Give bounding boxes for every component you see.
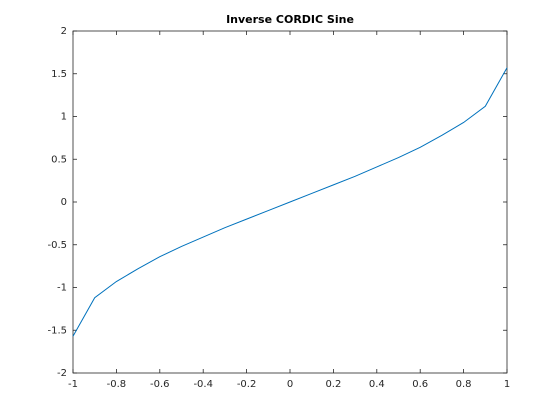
y-tick-label: 0 <box>61 197 67 208</box>
x-tick-label: -0.2 <box>237 379 257 390</box>
x-tick-label: -0.8 <box>107 379 127 390</box>
x-tick-label: -0.6 <box>150 379 170 390</box>
x-tick-label: 0 <box>287 379 293 390</box>
x-tick-label: -0.4 <box>193 379 213 390</box>
x-tick-label: 0.8 <box>456 379 472 390</box>
y-tick-label: 0.5 <box>51 154 67 165</box>
x-tick-label: 0.2 <box>325 379 341 390</box>
x-tick-label: -1 <box>68 379 78 390</box>
y-tick-label: -1 <box>57 283 67 294</box>
data-line <box>72 67 508 337</box>
x-tick-label: 1 <box>504 379 510 390</box>
x-tick-label: 0.6 <box>412 379 428 390</box>
y-tick-label: -2 <box>57 368 67 379</box>
y-tick-label: -1.5 <box>47 325 67 336</box>
x-tick-label: 0.4 <box>369 379 385 390</box>
y-tick-label: 1 <box>61 112 67 123</box>
chart-title: Inverse CORDIC Sine <box>226 13 354 26</box>
y-tick-label: -0.5 <box>47 240 67 251</box>
y-tick-label: 1.5 <box>51 69 67 80</box>
y-tick-label: 2 <box>61 26 67 37</box>
